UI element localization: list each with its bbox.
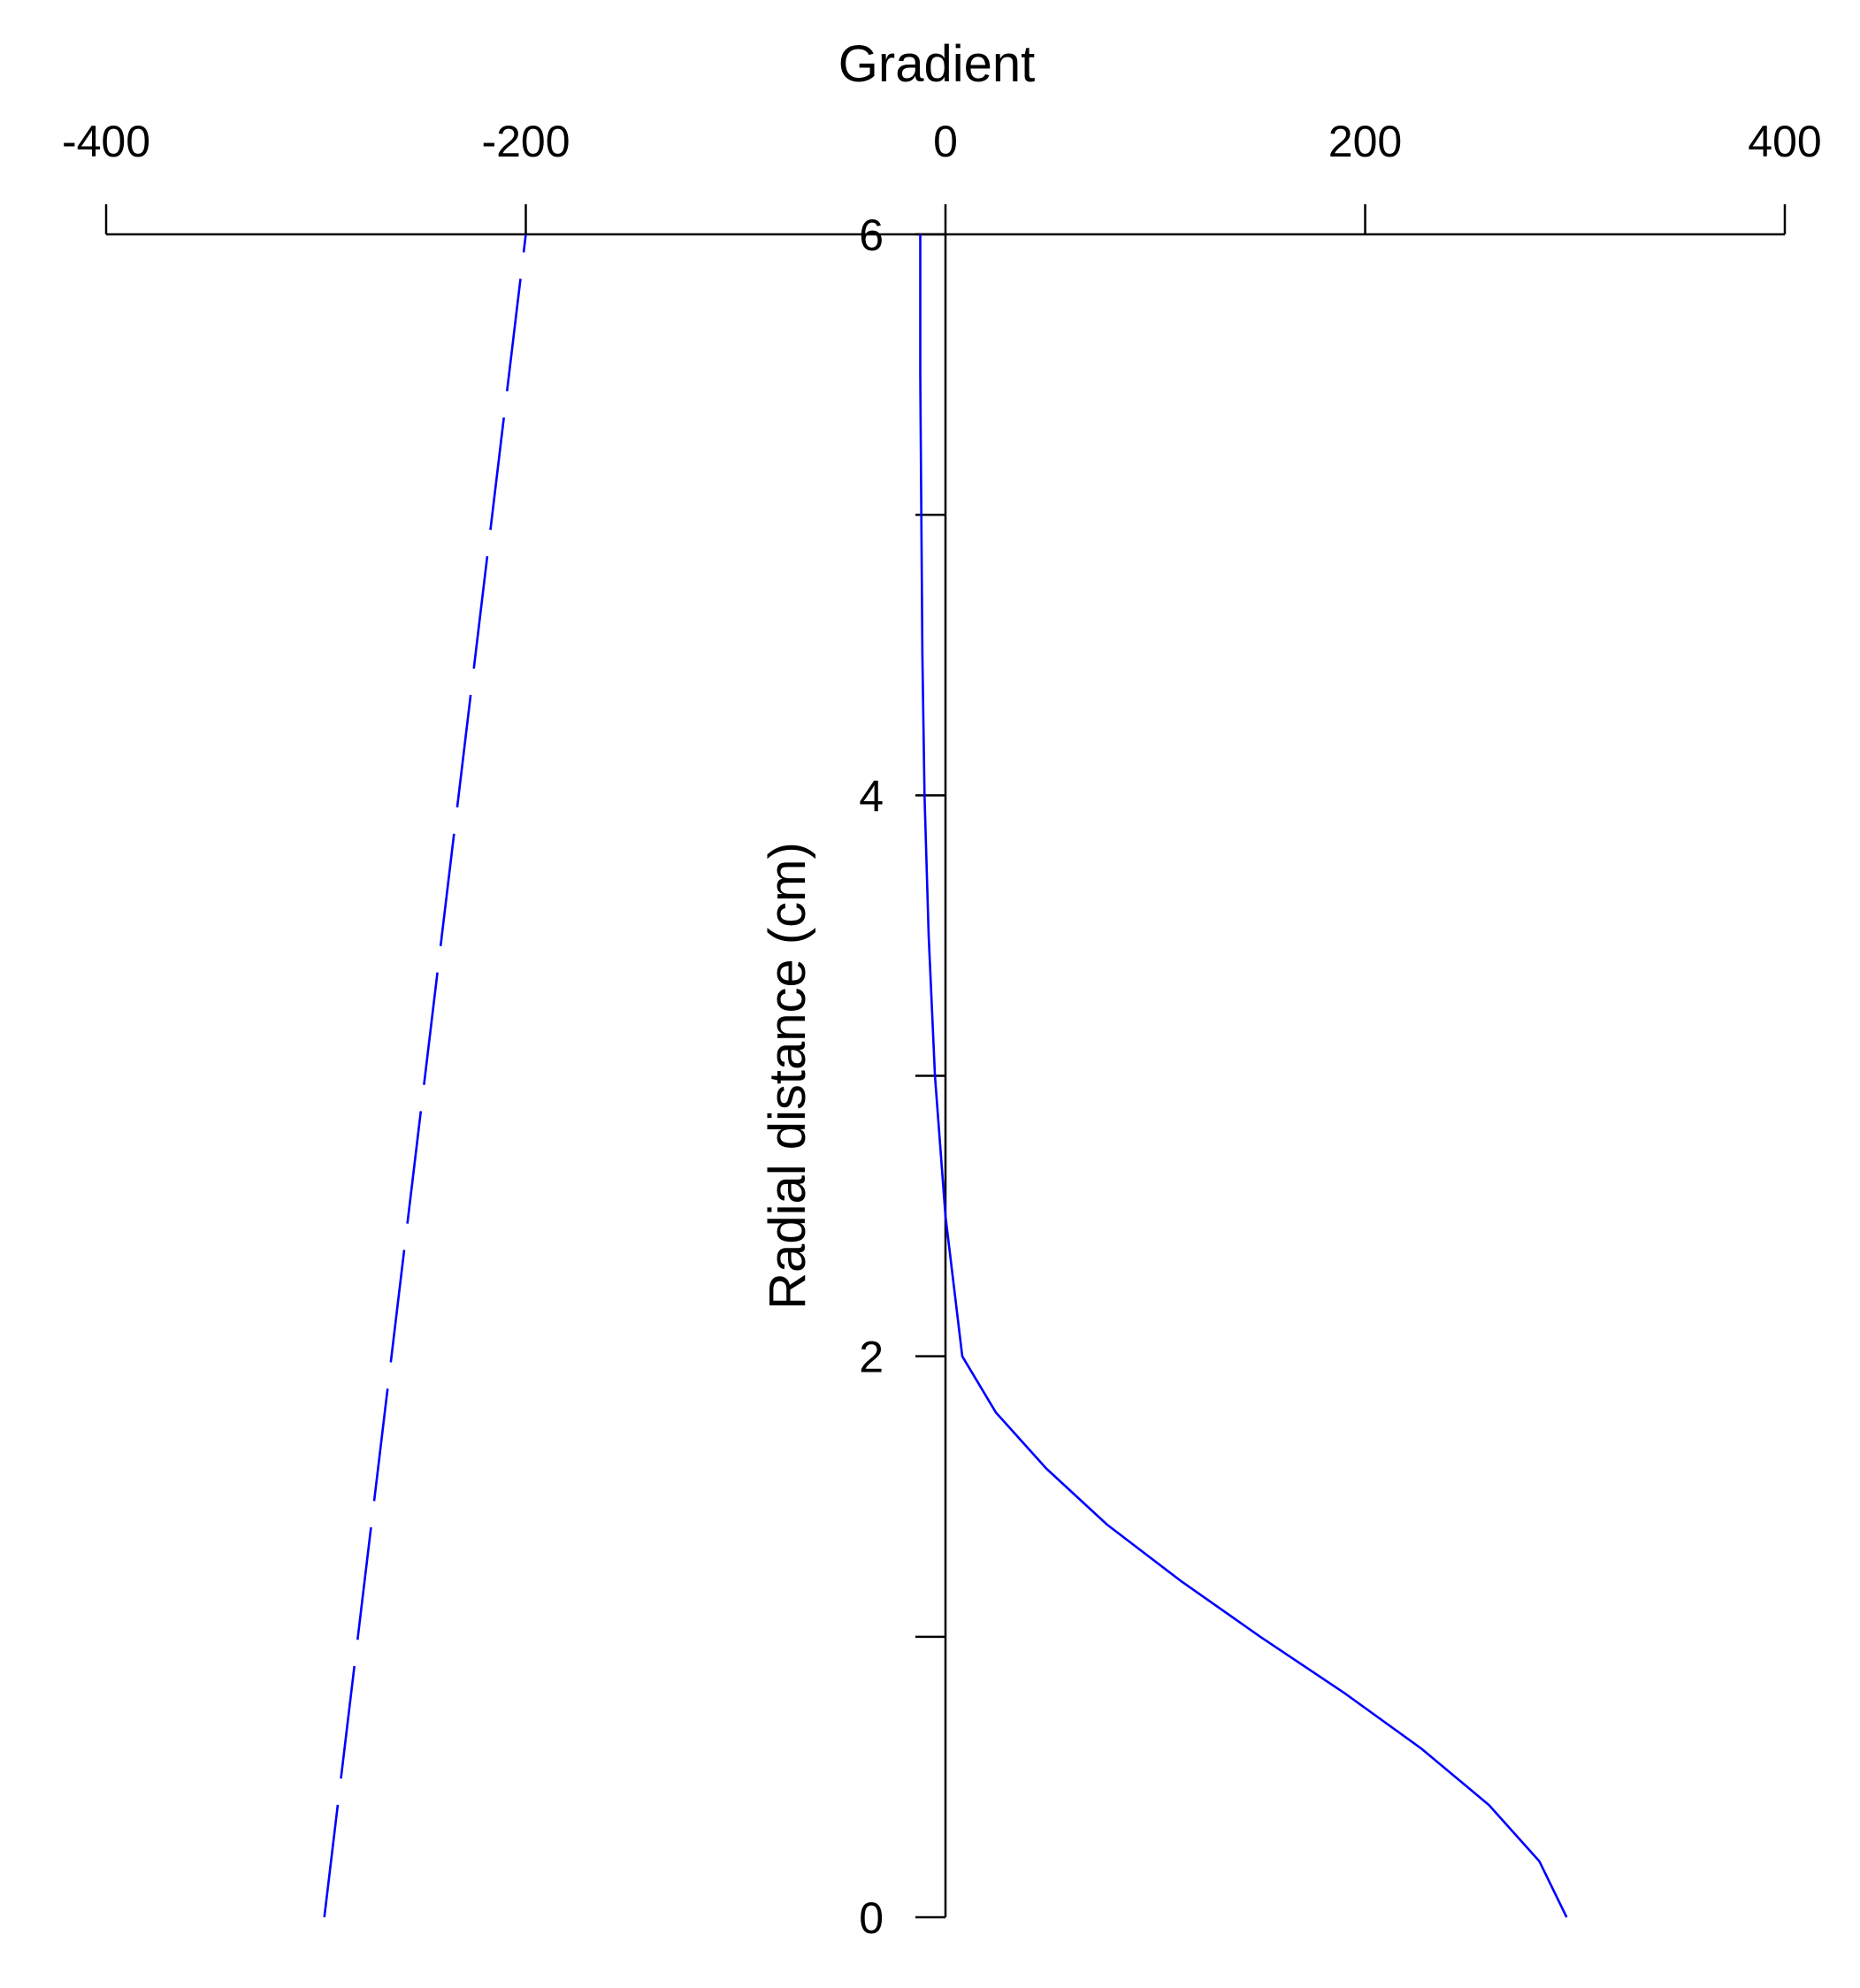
y-tick-label: 4 [859,771,884,821]
x-axis: -400 -200 0 200 400 [62,117,1822,236]
x-tick-label: 200 [1328,117,1402,166]
x-tick-label: 400 [1748,117,1821,166]
x-tick-label: 0 [933,117,958,166]
y-tick-label: 6 [859,210,884,260]
x-tick-label: -400 [62,117,150,166]
y-axis-title: Radial distance (cm) [759,842,816,1310]
x-axis-title: Gradient [838,35,1035,93]
x-tick-label: -200 [481,117,570,166]
y-axis: 0 2 4 6 [859,210,947,1943]
y-tick-label: 0 [859,1893,884,1943]
plot-series [323,233,1568,1918]
dashed-series-line [323,233,527,1918]
solid-series-line [919,234,1568,1918]
y-tick-label: 2 [859,1333,884,1382]
